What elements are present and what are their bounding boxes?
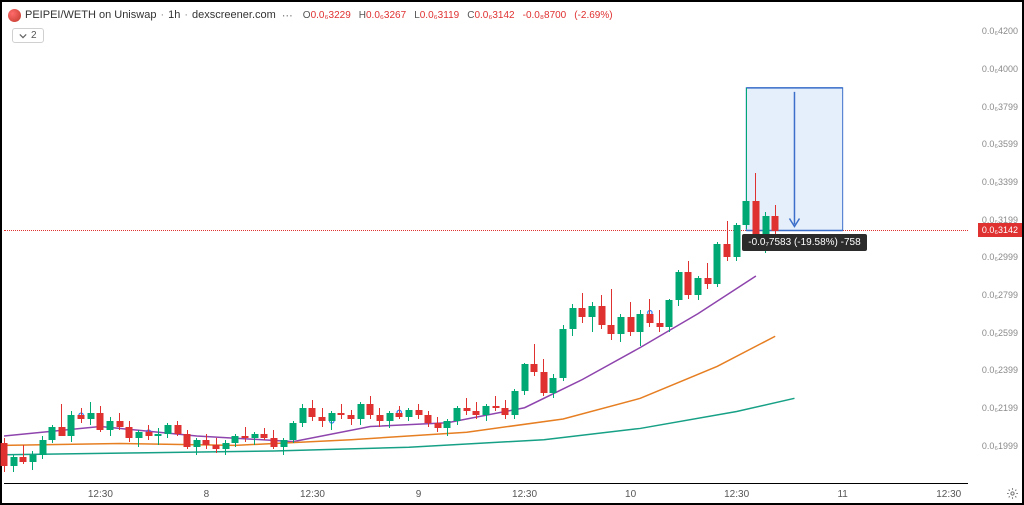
pair-title: PEIPEI/WETH on Uniswap <box>25 9 156 21</box>
y-tick-label: 0.0₆4200 <box>982 26 1018 36</box>
measure-box[interactable] <box>746 88 842 231</box>
x-axis[interactable]: 12:30 8 12:30 9 12:30 10 12:30 11 12:30 <box>4 483 968 503</box>
y-tick-label: 0.0₆2399 <box>982 365 1018 375</box>
y-tick-label: 0.0₆2799 <box>982 290 1018 300</box>
l-value: 0.0₆3119 <box>420 10 459 21</box>
measure-tooltip: -0.0₇7583 (-19.58%) -758 <box>742 234 866 251</box>
change-pct: (-2.69%) <box>574 10 612 21</box>
y-tick-label: 0.0₆2999 <box>982 252 1018 262</box>
y-tick-label: 0.0₆2199 <box>982 403 1018 413</box>
x-tick-label: 12:30 <box>512 489 537 500</box>
more-icon[interactable]: ⋯ <box>282 9 293 22</box>
x-tick-label: 9 <box>416 489 422 500</box>
x-tick-label: 8 <box>204 489 210 500</box>
h-value: 0.0₆3267 <box>366 10 406 21</box>
settings-icon[interactable] <box>1006 487 1019 500</box>
y-axis[interactable]: 0.0₆4200 0.0₆4000 0.0₆3799 0.0₆3599 0.0₆3399… <box>968 22 1022 483</box>
x-tick-label: 12:30 <box>724 489 749 500</box>
y-tick-label: 0.0₆2599 <box>982 328 1018 338</box>
chart-frame: PEIPEI/WETH on Uniswap · 1h · dexscreene… <box>0 0 1024 505</box>
price-chart[interactable]: -0.0₇7583 (-19.58%) -758 <box>4 22 968 483</box>
h-label: H <box>359 10 366 21</box>
interval-label: 1h <box>168 9 180 21</box>
x-tick-label: 12:30 <box>936 489 961 500</box>
x-tick-label: 11 <box>837 489 847 500</box>
current-price-tag: 0.0₆3142 <box>978 223 1022 237</box>
c-value: 0.0₆3142 <box>474 10 514 21</box>
separator: · <box>184 9 188 21</box>
ohlc-readout: O0.0₆3229 H0.0₆3267 L0.0₆3119 C0.0₆3142 … <box>303 10 613 21</box>
y-tick-label: 0.0₆3399 <box>982 177 1018 187</box>
y-tick-label: 0.0₆4000 <box>982 64 1018 74</box>
price-line <box>4 230 968 231</box>
measure-arrow-icon <box>789 92 799 227</box>
o-label: O <box>303 10 311 21</box>
x-tick-label: 12:30 <box>88 489 113 500</box>
x-tick-label: 10 <box>625 489 636 500</box>
source-label: dexscreener.com <box>192 9 276 21</box>
pair-icon <box>8 9 21 22</box>
change-abs: -0.0₈8700 <box>523 10 567 21</box>
y-tick-label: 0.0₆1999 <box>982 441 1018 451</box>
x-tick-label: 12:30 <box>300 489 325 500</box>
separator: · <box>160 9 164 21</box>
o-value: 0.0₆3229 <box>311 10 351 21</box>
y-tick-label: 0.0₆3599 <box>982 139 1018 149</box>
y-tick-label: 0.0₆3799 <box>982 102 1018 112</box>
